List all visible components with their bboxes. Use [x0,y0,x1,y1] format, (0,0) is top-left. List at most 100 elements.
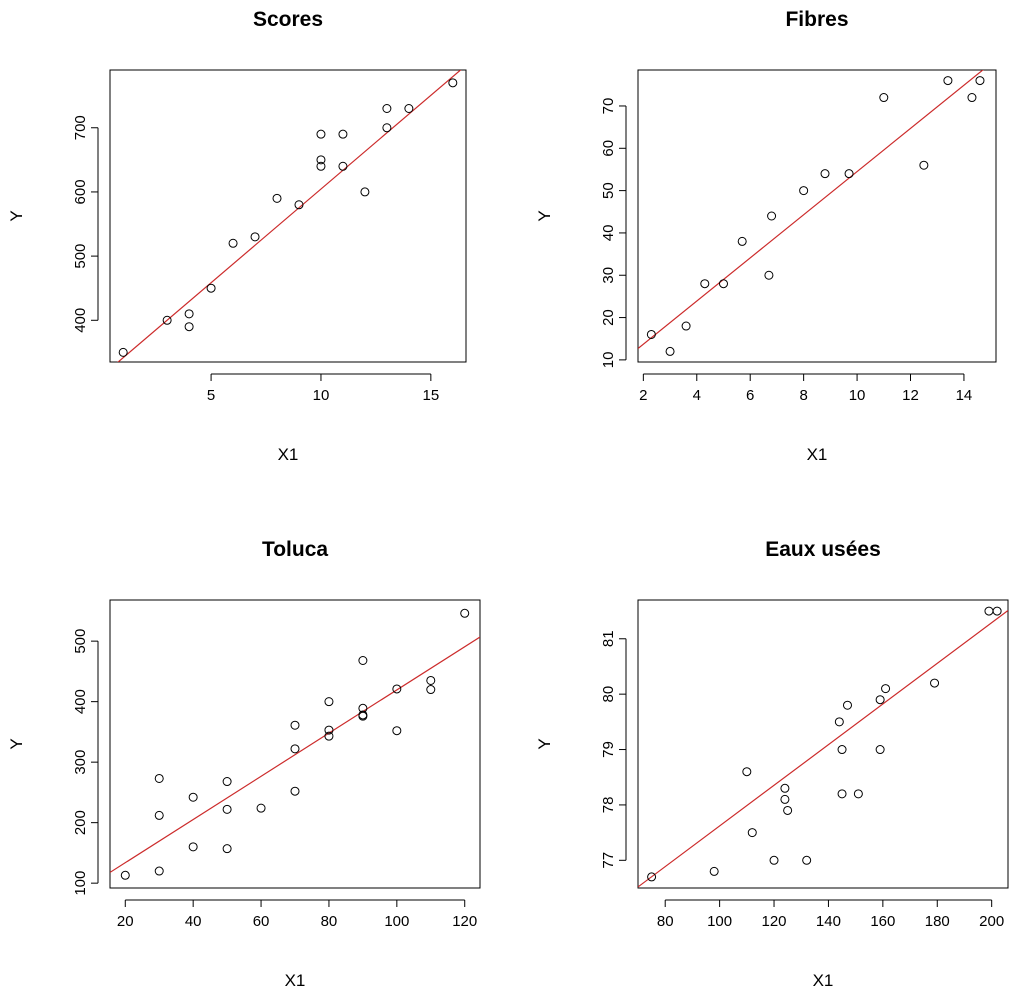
data-point [188,842,198,852]
data-point [742,767,752,777]
data-point [426,685,436,695]
x-tick-label: 80 [321,913,338,930]
chart-panel-2: Fibres 2 4 6 8 10 12 14 10 20 30 40 50 60 70 X1 Y [535,8,997,464]
data-point [338,129,348,139]
x-tick-label: 160 [870,913,895,930]
chart-title: Eaux usées [765,538,881,561]
data-point [837,789,847,799]
data-point [764,270,774,280]
x-tick-label: 12 [902,387,919,404]
data-point [118,347,128,357]
data-point [844,169,854,179]
y-tick-label: 600 [72,179,89,204]
x-tick-label: 4 [693,387,701,404]
plot-frame [109,599,481,889]
y-tick-label: 100 [72,871,89,896]
x-axis-label: X1 [285,971,306,990]
data-point [324,731,334,741]
data-point [154,866,164,876]
regression-line [117,70,462,362]
data-point [162,315,172,325]
data-point [154,810,164,820]
plot-area [638,70,985,356]
plot-frame [637,599,1009,889]
data-point [665,346,675,356]
data-point [184,322,194,332]
data-point [842,700,852,710]
x-tick-label: 20 [117,913,134,930]
data-point [943,76,953,86]
data-point [324,697,334,707]
data-point [290,744,300,754]
data-point [256,803,266,813]
data-point [834,717,844,727]
data-point [250,232,260,242]
y-tick-label: 20 [600,309,617,326]
chart-title: Scores [253,8,323,31]
y-tick-label: 10 [600,352,617,369]
data-point [992,606,1002,616]
y-tick-label: 70 [600,98,617,115]
y-tick-label: 77 [600,852,617,869]
y-axis-label: Y [535,210,554,221]
data-point [316,161,326,171]
x-tick-label: 120 [762,913,787,930]
data-point [382,104,392,114]
chart-title: Fibres [785,8,848,31]
data-point [984,606,994,616]
y-tick-label: 30 [600,267,617,284]
data-point [881,684,891,694]
y-tick-label: 400 [72,308,89,333]
data-point [338,161,348,171]
data-point [206,283,216,293]
x-tick-label: 100 [707,913,732,930]
data-point [222,844,232,854]
plot-frame [109,69,467,363]
regression-line [638,610,1008,888]
plot-frame [637,69,997,363]
data-point [294,200,304,210]
data-point [709,866,719,876]
data-point [879,93,889,103]
plot-area [117,70,462,362]
x-tick-label: 60 [253,913,270,930]
y-tick-label: 200 [72,810,89,835]
data-point [316,155,326,165]
data-point [154,773,164,783]
x-tick-label: 120 [452,913,477,930]
y-tick-label: 81 [600,630,617,647]
x-tick-label: 80 [657,913,674,930]
data-point [184,309,194,319]
data-point [290,786,300,796]
y-axis-label: Y [7,738,26,749]
data-point [767,211,777,221]
data-point [769,855,779,865]
x-tick-label: 5 [207,387,215,404]
y-tick-label: 40 [600,225,617,242]
chart-panel-1: Scores 5 10 15 400 500 600 700 X1 Y [7,8,467,464]
data-point [802,855,812,865]
x-tick-label: 10 [313,387,330,404]
data-point [930,678,940,688]
data-point [837,745,847,755]
data-point [360,187,370,197]
data-point [222,804,232,814]
x-tick-label: 14 [956,387,973,404]
regression-line [638,70,984,350]
y-tick-label: 60 [600,140,617,157]
y-axis-label: Y [7,210,26,221]
x-tick-label: 8 [799,387,807,404]
x-tick-label: 40 [185,913,202,930]
y-tick-label: 78 [600,797,617,814]
data-point [222,777,232,787]
y-tick-label: 400 [72,689,89,714]
data-point [324,725,334,735]
regression-line [110,636,480,873]
data-point [780,794,790,804]
data-point [272,193,282,203]
x-axis-label: X1 [278,445,299,464]
x-tick-label: 140 [816,913,841,930]
data-point [799,186,809,196]
data-point [853,789,863,799]
data-point [975,76,985,86]
